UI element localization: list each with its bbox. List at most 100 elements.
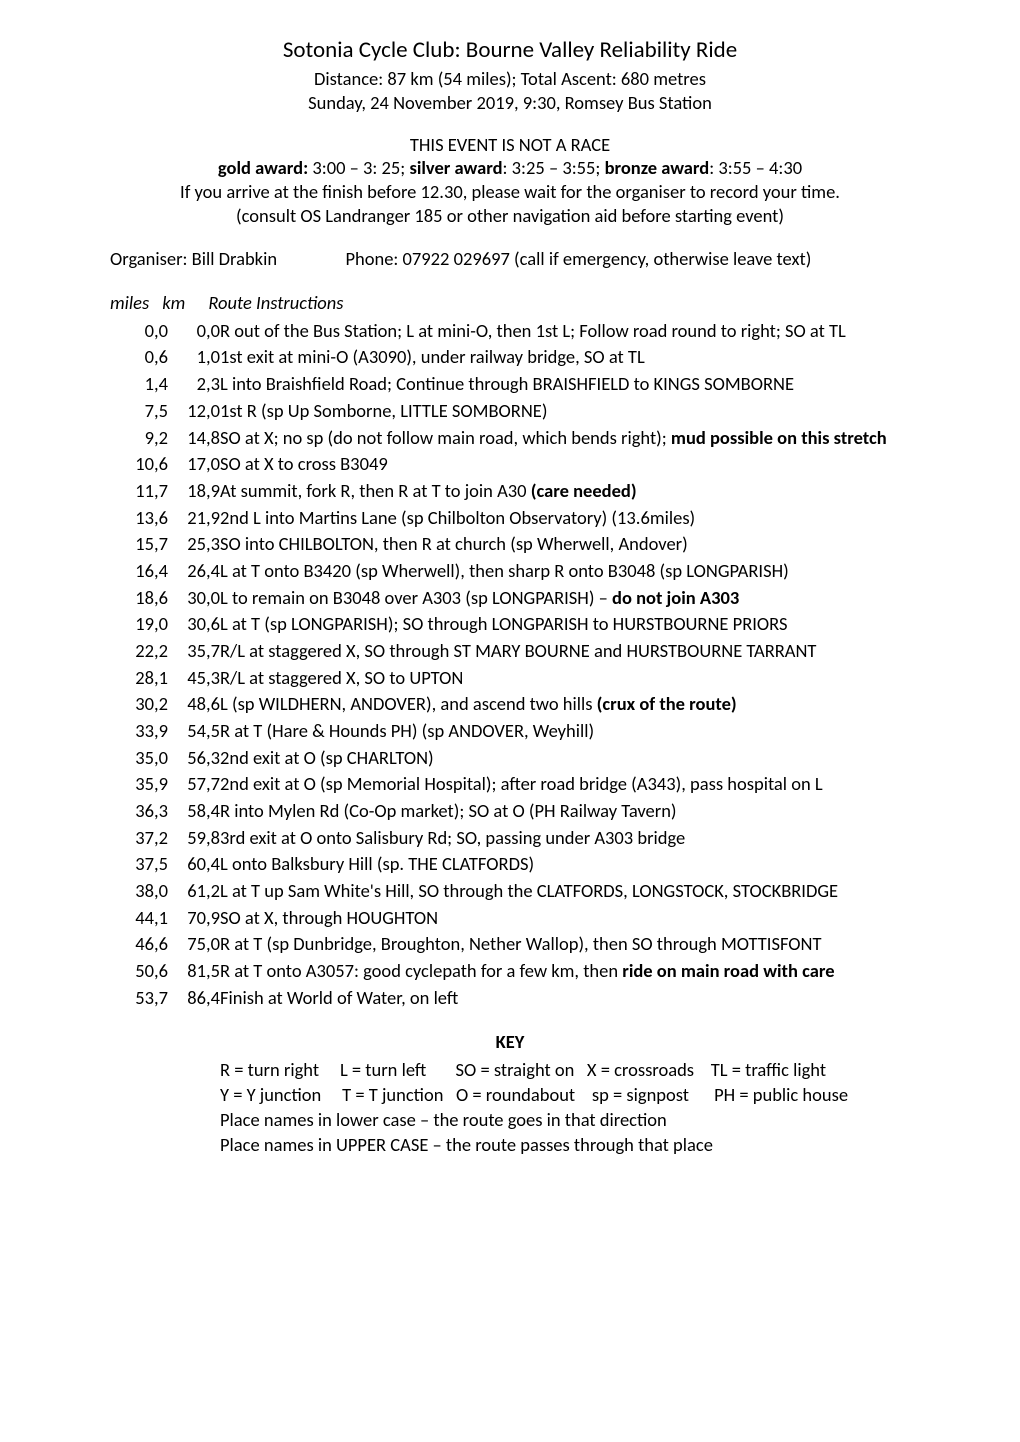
cell-instruction: R at T onto A3057: good cyclepath for a … [220,959,887,986]
cell-km: 45,3 [168,666,220,693]
cell-km: 54,5 [168,719,220,746]
key-line-1: R = turn right L = turn left SO = straig… [220,1058,910,1083]
silver-label: silver award [409,156,502,179]
cell-instruction: 2nd exit at O (sp Memorial Hospital); af… [220,772,887,799]
cell-km: 0,0 [168,319,220,346]
cell-km: 26,4 [168,559,220,586]
cell-km: 30,6 [168,612,220,639]
route-header: miles km Route Instructions [110,291,910,315]
route-table: 0,00,0R out of the Bus Station; L at min… [110,319,887,1012]
table-row: 18,630,0L to remain on B3048 over A303 (… [110,586,887,613]
instruction-emphasis: (crux of the route) [597,692,737,715]
bronze-time: : 3:55 – 4:30 [709,156,802,179]
col-km: km [162,291,204,315]
cell-miles: 37,5 [110,852,168,879]
nav-note: (consult OS Landranger 185 or other navi… [110,204,910,228]
cell-miles: 15,7 [110,532,168,559]
cell-miles: 7,5 [110,399,168,426]
cell-km: 75,0 [168,932,220,959]
table-row: 0,61,01st exit at mini-O (A3090), under … [110,345,887,372]
cell-miles: 33,9 [110,719,168,746]
finish-note: If you arrive at the finish before 12.30… [110,180,910,204]
cell-km: 18,9 [168,479,220,506]
table-row: 22,235,7R/L at staggered X, SO through S… [110,639,887,666]
instruction-emphasis: do not join A303 [612,586,739,609]
page-title: Sotonia Cycle Club: Bourne Valley Reliab… [110,36,910,65]
key-line-2: Y = Y junction T = T junction O = rounda… [220,1083,910,1108]
cell-miles: 13,6 [110,506,168,533]
gold-label: gold award: [218,156,308,179]
cell-km: 59,8 [168,826,220,853]
cell-instruction: SO into CHILBOLTON, then R at church (sp… [220,532,887,559]
cell-miles: 50,6 [110,959,168,986]
organiser-phone: Phone: 07922 029697 (call if emergency, … [345,247,811,270]
cell-km: 86,4 [168,986,220,1013]
cell-miles: 37,2 [110,826,168,853]
key-line-3: Place names in lower case – the route go… [220,1108,910,1133]
cell-instruction: 1st exit at mini-O (A3090), under railwa… [220,345,887,372]
cell-instruction: L (sp WILDHERN, ANDOVER), and ascend two… [220,692,887,719]
cell-miles: 18,6 [110,586,168,613]
cell-instruction: 1st R (sp Up Somborne, LITTLE SOMBORNE) [220,399,887,426]
key-block: R = turn right L = turn left SO = straig… [220,1058,910,1158]
cell-km: 61,2 [168,879,220,906]
cell-miles: 28,1 [110,666,168,693]
table-row: 35,056,32nd exit at O (sp CHARLTON) [110,746,887,773]
cell-km: 57,7 [168,772,220,799]
cell-instruction: SO at X to cross B3049 [220,452,887,479]
table-row: 28,145,3R/L at staggered X, SO to UPTON [110,666,887,693]
cell-km: 1,0 [168,345,220,372]
date-line: Sunday, 24 November 2019, 9:30, Romsey B… [110,91,910,115]
cell-miles: 35,9 [110,772,168,799]
table-row: 36,358,4R into Mylen Rd (Co-Op market); … [110,799,887,826]
table-row: 33,954,5R at T (Hare & Hounds PH) (sp AN… [110,719,887,746]
key-line-4: Place names in UPPER CASE – the route pa… [220,1133,910,1158]
cell-miles: 0,6 [110,345,168,372]
cell-instruction: R/L at staggered X, SO to UPTON [220,666,887,693]
cell-instruction: L to remain on B3048 over A303 (sp LONGP… [220,586,887,613]
cell-instruction: R at T (Hare & Hounds PH) (sp ANDOVER, W… [220,719,887,746]
cell-miles: 9,2 [110,426,168,453]
bronze-label: bronze award [605,156,710,179]
table-row: 15,725,3SO into CHILBOLTON, then R at ch… [110,532,887,559]
cell-miles: 19,0 [110,612,168,639]
cell-instruction: R out of the Bus Station; L at mini-O, t… [220,319,887,346]
cell-miles: 44,1 [110,906,168,933]
table-row: 53,786,4Finish at World of Water, on lef… [110,986,887,1013]
table-row: 1,42,3L into Braishfield Road; Continue … [110,372,887,399]
table-row: 46,675,0R at T (sp Dunbridge, Broughton,… [110,932,887,959]
cell-miles: 46,6 [110,932,168,959]
cell-km: 70,9 [168,906,220,933]
cell-miles: 53,7 [110,986,168,1013]
table-row: 7,512,01st R (sp Up Somborne, LITTLE SOM… [110,399,887,426]
cell-instruction: 2nd exit at O (sp CHARLTON) [220,746,887,773]
cell-km: 21,9 [168,506,220,533]
cell-km: 25,3 [168,532,220,559]
cell-instruction: R at T (sp Dunbridge, Broughton, Nether … [220,932,887,959]
table-row: 38,061,2L at T up Sam White's Hill, SO t… [110,879,887,906]
cell-instruction: L onto Balksbury Hill (sp. THE CLATFORDS… [220,852,887,879]
table-row: 19,030,6L at T (sp LONGPARISH); SO throu… [110,612,887,639]
cell-instruction: SO at X, through HOUGHTON [220,906,887,933]
cell-miles: 0,0 [110,319,168,346]
cell-miles: 38,0 [110,879,168,906]
cell-miles: 16,4 [110,559,168,586]
cell-km: 60,4 [168,852,220,879]
table-row: 13,621,92nd L into Martins Lane (sp Chil… [110,506,887,533]
cell-miles: 36,3 [110,799,168,826]
cell-miles: 30,2 [110,692,168,719]
cell-km: 58,4 [168,799,220,826]
cell-instruction: L at T onto B3420 (sp Wherwell), then sh… [220,559,887,586]
cell-miles: 1,4 [110,372,168,399]
key-heading: KEY [110,1030,910,1054]
instruction-emphasis: ride on main road with care [622,959,834,982]
cell-km: 56,3 [168,746,220,773]
organiser-name: Organiser: Bill Drabkin [110,247,277,270]
cell-instruction: L at T (sp LONGPARISH); SO through LONGP… [220,612,887,639]
cell-miles: 35,0 [110,746,168,773]
col-instr: Route Instructions [208,291,343,314]
cell-instruction: SO at X; no sp (do not follow main road,… [220,426,887,453]
gold-time: 3:00 – 3: 25; [312,156,405,179]
cell-km: 17,0 [168,452,220,479]
cell-km: 48,6 [168,692,220,719]
